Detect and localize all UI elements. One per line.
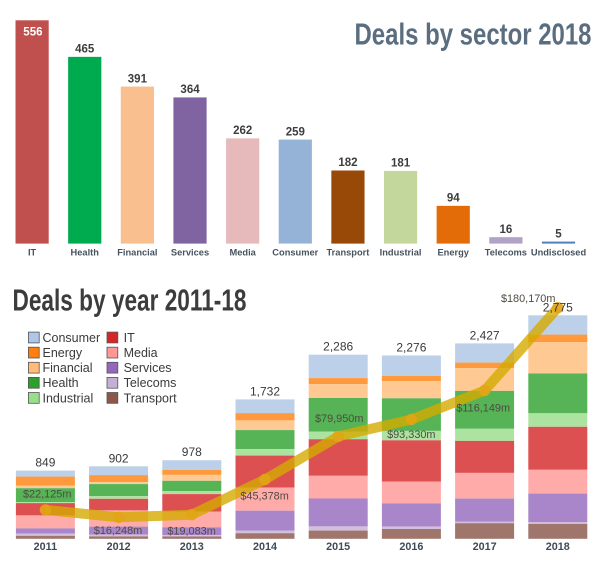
svg-text:Media: Media (124, 346, 158, 360)
svg-text:$180,170m: $180,170m (501, 293, 556, 305)
svg-text:Energy: Energy (43, 346, 83, 360)
svg-text:391: 391 (128, 73, 148, 85)
svg-text:16: 16 (499, 224, 512, 236)
svg-text:181: 181 (391, 158, 411, 170)
svg-text:94: 94 (447, 193, 460, 205)
svg-text:Energy: Energy (437, 248, 469, 258)
svg-text:Undisclosed: Undisclosed (531, 248, 587, 258)
svg-text:Financial: Financial (117, 248, 157, 258)
svg-text:259: 259 (286, 126, 305, 138)
svg-text:902: 902 (109, 451, 129, 465)
svg-text:978: 978 (182, 445, 202, 459)
svg-text:2,427: 2,427 (470, 328, 500, 342)
svg-text:Health: Health (71, 248, 100, 258)
svg-text:2017: 2017 (473, 541, 497, 553)
svg-text:2013: 2013 (180, 541, 204, 553)
svg-text:182: 182 (338, 157, 357, 169)
svg-text:2011: 2011 (34, 541, 57, 553)
svg-text:Transport: Transport (326, 248, 369, 258)
svg-text:1,732: 1,732 (250, 384, 280, 398)
svg-text:Consumer: Consumer (43, 331, 101, 345)
svg-text:$19,083m: $19,083m (167, 526, 215, 538)
svg-text:2,286: 2,286 (323, 340, 353, 354)
svg-text:$16,248m: $16,248m (94, 525, 142, 537)
svg-text:364: 364 (180, 84, 200, 96)
svg-text:Deals by year 2011-18: Deals by year 2011-18 (13, 282, 247, 317)
svg-text:Deals by sector 2018: Deals by sector 2018 (355, 16, 592, 51)
svg-text:Services: Services (124, 361, 172, 375)
svg-text:262: 262 (233, 125, 252, 137)
svg-text:2014: 2014 (253, 541, 277, 553)
svg-text:Financial: Financial (43, 361, 93, 375)
svg-text:2015: 2015 (326, 541, 350, 553)
svg-text:Media: Media (229, 248, 256, 258)
svg-text:IT: IT (28, 248, 37, 258)
svg-text:556: 556 (23, 27, 42, 39)
svg-text:Industrial: Industrial (380, 248, 422, 258)
svg-text:2012: 2012 (107, 541, 131, 553)
svg-text:$79,950m: $79,950m (315, 413, 363, 425)
svg-text:$45,378m: $45,378m (240, 491, 288, 503)
svg-text:$22,125m: $22,125m (23, 489, 71, 501)
svg-text:2016: 2016 (399, 541, 423, 553)
svg-text:2,276: 2,276 (396, 341, 426, 355)
svg-text:Services: Services (171, 248, 209, 258)
svg-text:2018: 2018 (546, 541, 570, 553)
svg-text:465: 465 (75, 44, 95, 56)
svg-text:Telecoms: Telecoms (124, 376, 177, 390)
svg-text:Telecoms: Telecoms (485, 248, 527, 258)
svg-text:IT: IT (124, 331, 135, 345)
svg-text:Industrial: Industrial (43, 391, 94, 405)
svg-text:2,775: 2,775 (543, 300, 573, 314)
svg-text:849: 849 (35, 456, 55, 470)
svg-text:Transport: Transport (124, 391, 178, 405)
svg-text:$116,149m: $116,149m (456, 403, 510, 415)
svg-text:$93,330m: $93,330m (387, 429, 435, 441)
svg-text:Health: Health (43, 376, 79, 390)
svg-text:Consumer: Consumer (272, 248, 318, 258)
svg-text:5: 5 (555, 228, 562, 240)
